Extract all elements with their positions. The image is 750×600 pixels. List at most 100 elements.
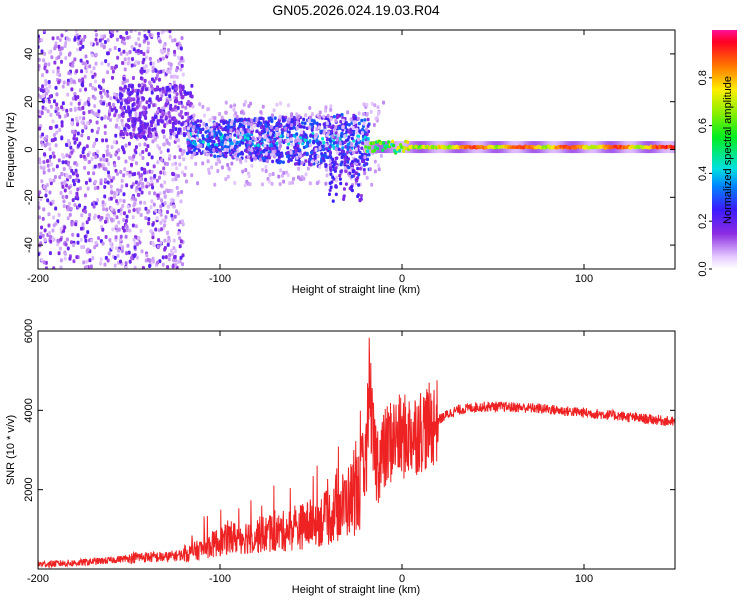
spectrogram-cell (38, 95, 42, 100)
spectrogram-cell (139, 135, 143, 140)
spectrogram-cell (184, 122, 188, 127)
spectrogram-cell (286, 133, 290, 138)
spectrogram-cell (315, 121, 319, 126)
snr-series-line (38, 337, 675, 569)
spectrogram-cell (135, 117, 139, 122)
spectrogram-cell (162, 134, 166, 139)
spectrogram-cell (92, 144, 96, 149)
spectrogram-cell (130, 83, 134, 88)
spectrogram-cell (127, 141, 131, 146)
spectrogram-cell (65, 172, 69, 177)
spectrogram-cell (50, 55, 54, 60)
spectrogram-cell (360, 152, 364, 157)
spectrogram-cell (119, 170, 123, 175)
spectrogram-cell (139, 229, 143, 234)
spectrogram-cell (224, 110, 228, 115)
spectrogram-cell (143, 78, 147, 83)
spectrogram-cell (168, 252, 172, 257)
spectrogram-cell (53, 60, 57, 65)
spectrogram-cell (179, 113, 183, 118)
spectrogram-cell (153, 174, 157, 179)
spectrogram-cell (94, 37, 98, 42)
spectrogram-cell (324, 143, 328, 148)
spectrogram-cell (45, 183, 49, 188)
spectrogram-cell (82, 154, 86, 159)
spectrogram-cell (160, 93, 164, 98)
snr-y-label: SNR (10 * v/v) (5, 415, 17, 485)
spectrogram-cell (238, 152, 242, 156)
spectrogram-cell (184, 111, 188, 116)
spectrogram-cell (340, 169, 344, 173)
spectrogram-cell (344, 182, 348, 186)
spectrogram-cell (208, 145, 212, 150)
spectrogram-cell (290, 123, 294, 128)
spectrogram-cell (272, 130, 276, 135)
spectrogram-cell (73, 161, 77, 166)
spectrogram-cell (213, 182, 217, 187)
spectrogram-cell (286, 173, 290, 178)
spectrogram-cell (302, 117, 306, 122)
spectrogram-cell (150, 199, 154, 204)
spectrogram-cell (79, 154, 83, 159)
spectrogram-cell (184, 165, 188, 170)
spectrogram-cell (73, 57, 77, 62)
spectrogram-cell (166, 209, 170, 214)
spectrogram-cell (168, 94, 172, 99)
spectrogram-cell (147, 30, 151, 34)
spectrogram-cell (40, 179, 44, 184)
spectrogram-cell (133, 241, 137, 246)
spectrogram-cell (336, 137, 340, 142)
spectrogram-cell (159, 183, 163, 188)
spectrogram-cell (273, 154, 277, 159)
colorbar-tick-label: 0.4 (697, 166, 709, 181)
spectrogram-cell (60, 105, 64, 110)
spectrogram-cell (343, 160, 347, 164)
spectrogram-cell (124, 265, 128, 269)
spectrogram-cell (79, 226, 83, 231)
spectrogram-cell (177, 101, 181, 106)
spectrogram-cell (99, 257, 103, 262)
spectrogram-cell (344, 145, 348, 149)
spectrogram-cell (204, 130, 208, 134)
spectrogram-cell (51, 119, 55, 124)
spectrogram-cell (40, 225, 44, 230)
spectrogram-cell (75, 162, 79, 167)
spectrogram-cell (127, 250, 131, 255)
spectrogram-cell (103, 124, 107, 129)
spectrogram-cell (65, 36, 69, 41)
spectrogram-y-label: Frequency (Hz) (5, 112, 17, 188)
spectrogram-cell (47, 212, 51, 217)
spectrogram-cell (271, 139, 275, 144)
x-tick-label: 100 (575, 273, 593, 285)
spectrogram-cell (55, 92, 59, 97)
spectrogram-cell (334, 192, 338, 197)
spectrogram-cell (151, 185, 155, 190)
spectrogram-cell (180, 189, 184, 194)
spectrogram-cell (193, 140, 197, 144)
spectrogram-cell (261, 167, 265, 172)
spectrogram-cell (189, 115, 193, 120)
spectrogram-cell (159, 212, 163, 217)
spectrogram-cell (270, 181, 274, 186)
spectrogram-cell (131, 123, 135, 128)
spectrogram-cell (46, 198, 50, 203)
spectrogram-cell (264, 151, 268, 156)
spectrogram-cell (354, 177, 358, 182)
spectrogram-cell (295, 155, 299, 160)
spectrogram-cell (154, 68, 158, 73)
spectrogram-cell (48, 190, 52, 195)
spectrogram-cell (126, 61, 130, 66)
spectrogram-cell (130, 90, 134, 95)
spectrogram-cell (48, 234, 52, 239)
spectrogram-cell (145, 184, 149, 189)
spectrogram-cell (137, 192, 141, 197)
spectrogram-cell (40, 38, 44, 43)
spectrogram-cell (313, 154, 317, 159)
spectrogram-cell (352, 120, 356, 125)
spectrogram-cell (152, 164, 156, 169)
spectrogram-cell (137, 103, 141, 108)
spectrogram-cell (39, 88, 43, 93)
spectrogram-cell (164, 215, 168, 220)
spectrogram-cell (147, 217, 151, 222)
spectrogram-cell (99, 90, 103, 95)
